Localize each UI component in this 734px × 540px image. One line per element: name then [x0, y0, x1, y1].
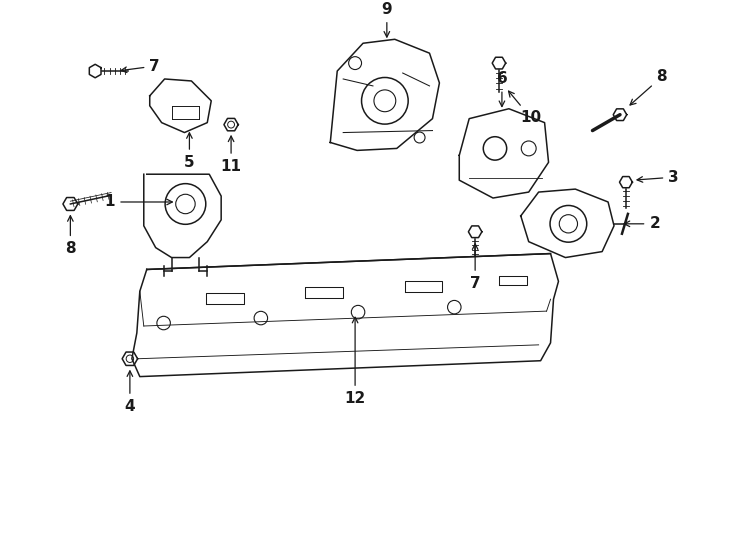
Text: 2: 2 [624, 217, 660, 231]
Text: 8: 8 [630, 70, 667, 105]
Text: 12: 12 [344, 318, 366, 406]
Text: 5: 5 [184, 133, 195, 170]
Text: 1: 1 [105, 194, 172, 210]
Text: 8: 8 [65, 215, 76, 256]
Text: 7: 7 [470, 244, 481, 291]
Text: 7: 7 [121, 58, 160, 73]
Text: 10: 10 [509, 91, 541, 125]
Text: 11: 11 [221, 136, 241, 174]
Text: 9: 9 [382, 2, 392, 37]
Text: 6: 6 [496, 71, 507, 106]
Text: 4: 4 [125, 371, 135, 414]
Text: 3: 3 [637, 170, 679, 185]
